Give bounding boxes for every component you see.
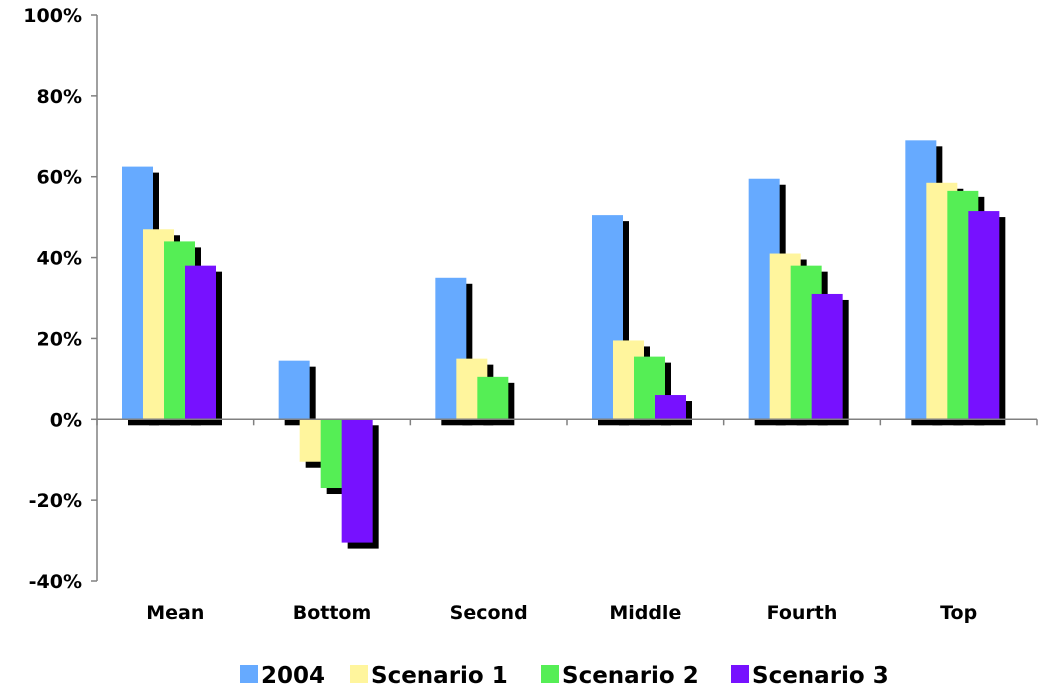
- x-tick-label: Top: [940, 602, 977, 624]
- bar: [655, 395, 686, 420]
- legend-label: Scenario 3: [752, 663, 889, 689]
- legend-swatch: [541, 665, 559, 683]
- bar: [278, 360, 310, 420]
- y-tick-label: -20%: [29, 490, 82, 512]
- axis-layer: -40% -20% 0% 20% 40% 60% 80% 100% Mean Bottom Seco…: [23, 5, 1038, 624]
- bar: [185, 265, 216, 420]
- legend-label: 2004: [261, 663, 325, 689]
- bar: [811, 293, 843, 420]
- y-tick-label: -40%: [29, 571, 82, 593]
- x-tick-label: Mean: [146, 602, 204, 624]
- x-tick-label: Bottom: [293, 602, 372, 624]
- y-tick-label: 0%: [50, 409, 82, 431]
- y-tick-label: 60%: [37, 167, 82, 189]
- x-tick-label: Middle: [609, 602, 681, 624]
- x-tick-label: Second: [450, 602, 528, 624]
- bar-shadow-layer: [128, 146, 1006, 549]
- bar-layer: [122, 140, 1000, 543]
- legend-swatch: [350, 665, 368, 683]
- bar: [477, 376, 509, 420]
- legend-label: Scenario 1: [371, 663, 508, 689]
- legend-swatch: [731, 665, 749, 683]
- legend-label: Scenario 2: [562, 663, 699, 689]
- y-tick-label: 40%: [37, 248, 82, 270]
- legend: 2004 Scenario 1 Scenario 2 Scenario 3: [240, 663, 889, 689]
- bar: [341, 419, 373, 543]
- y-tick-label: 80%: [37, 86, 82, 108]
- x-tick-label: Fourth: [767, 602, 838, 624]
- bar: [968, 211, 1000, 420]
- legend-swatch: [240, 665, 258, 683]
- y-tick-label: 20%: [37, 328, 82, 350]
- y-tick-label: 100%: [23, 5, 82, 27]
